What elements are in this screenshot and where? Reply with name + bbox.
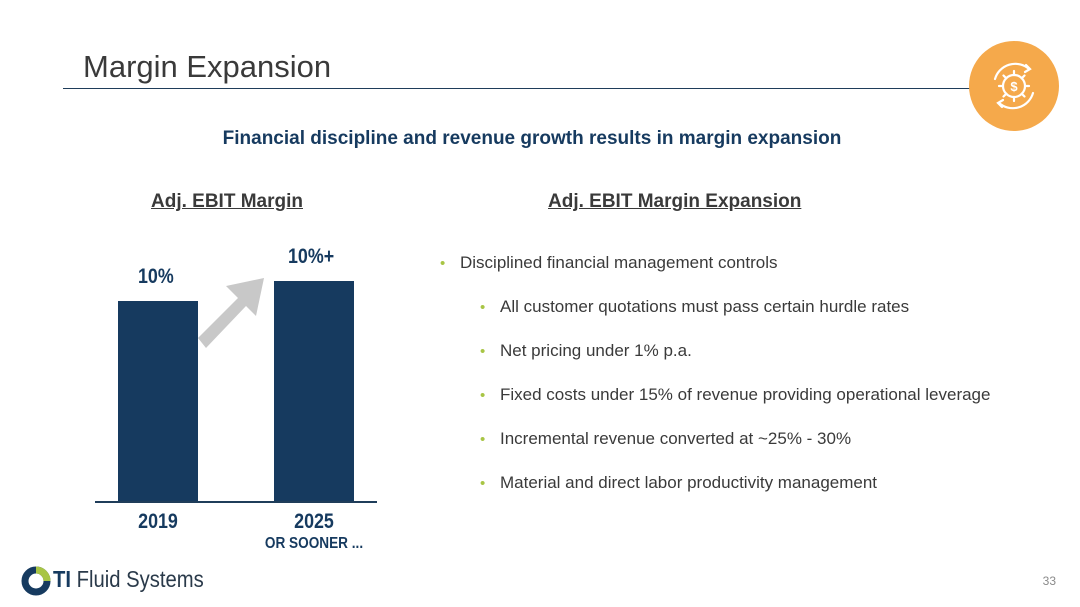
bullet-dot-icon: • [480,387,486,404]
bullet-dot-icon: • [480,431,486,448]
bullet-dot-icon: • [480,343,486,360]
sub-bullet-item: • Fixed costs under 15% of revenue provid… [480,385,990,405]
sub-bullet-item: • All customer quotations must pass certa… [480,297,909,317]
logo-name-text: Fluid Systems [76,566,204,592]
company-logo-icon [21,566,51,596]
sub-bullet-item: • Net pricing under 1% p.a. [480,341,692,361]
bullet-text: All customer quotations must pass certai… [500,297,910,316]
bullet-text: Disciplined financial management control… [460,253,778,272]
bullet-dot-icon: • [440,255,446,272]
sub-bullet-item: • Incremental revenue converted at ~25% -… [480,429,851,449]
bullet-text: Net pricing under 1% p.a. [500,341,692,360]
page-title: Margin Expansion [83,49,332,84]
data-label-2025: 10%+ [288,245,335,268]
tick-sublabel-2025: OR SOONER ... [264,535,364,552]
bar-2025 [274,281,354,501]
bullet-dot-icon: • [480,299,486,316]
tick-label-2019: 2019 [138,510,178,533]
bullet-text: Material and direct labor productivity m… [500,473,878,492]
bullet-text: Incremental revenue converted at ~25% - … [500,429,852,448]
company-logo-text: TI Fluid Systems [53,566,204,593]
growth-arrow-icon [198,278,264,348]
bullets-heading: Adj. EBIT Margin Expansion [548,191,802,212]
data-label-2019: 10% [138,265,174,288]
sub-bullet-item: • Material and direct labor productivity … [480,473,877,493]
badge: $ [969,41,1059,131]
bullet-dot-icon: • [480,475,486,492]
tick-label-2025: 2025 [294,510,334,533]
gear-dollar-cycle-icon: $ [993,62,1035,110]
title-divider [63,88,973,89]
bullet-text: Fixed costs under 15% of revenue providi… [500,385,991,404]
svg-text:$: $ [1010,79,1018,94]
slide-subtitle: Financial discipline and revenue growth … [222,128,842,149]
chart-baseline [95,501,377,503]
logo-bold-text: TI [53,566,71,592]
chart-heading: Adj. EBIT Margin [151,191,303,212]
bar-2019 [118,301,198,501]
page-number: 33 [1042,574,1056,588]
bullet-item: • Disciplined financial management contro… [440,253,778,273]
